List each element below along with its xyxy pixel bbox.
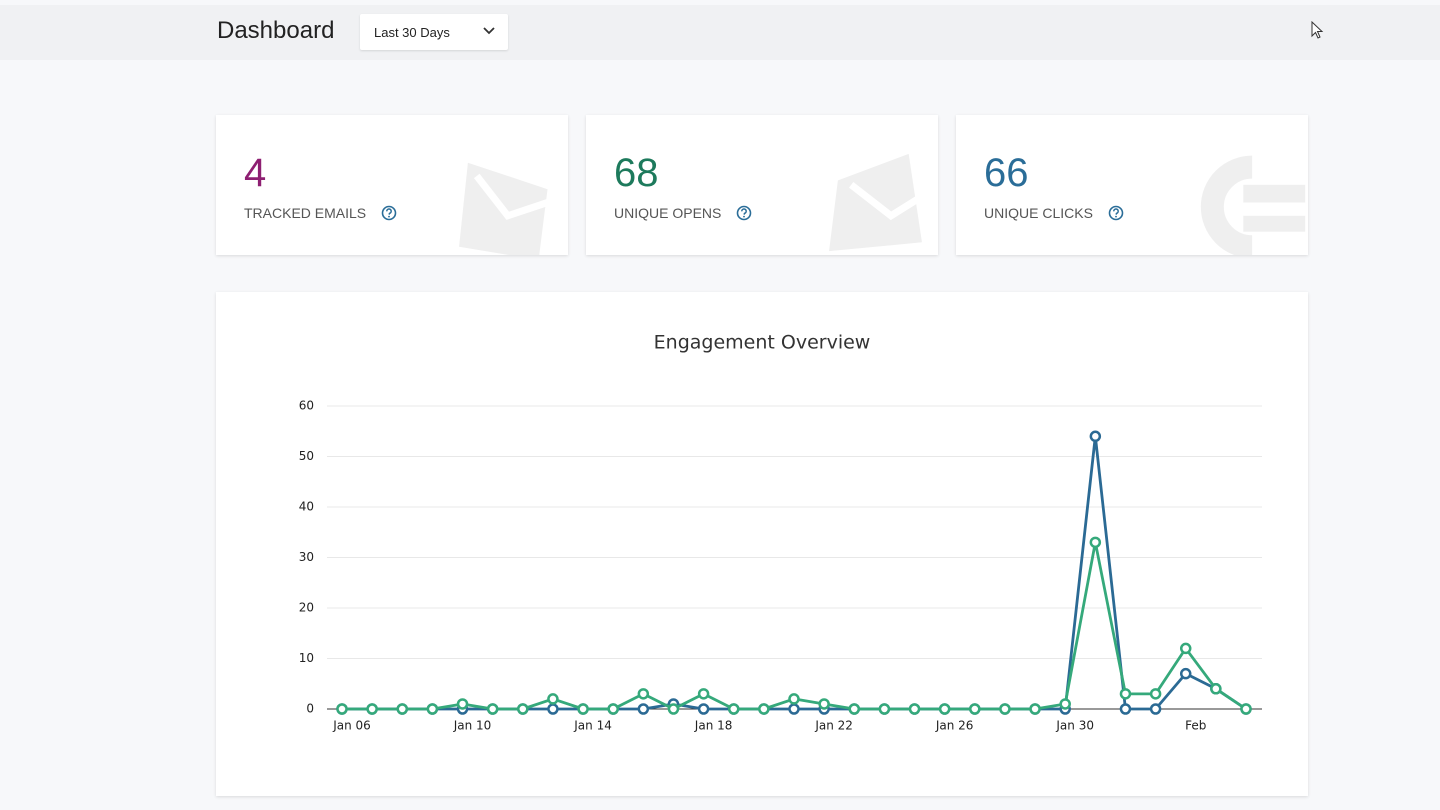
chevron-icon: [483, 27, 495, 35]
stat-label: TRACKED EMAILS: [244, 205, 367, 221]
x-tick-label: Jan 30: [1055, 719, 1094, 733]
data-point: [1089, 536, 1102, 549]
chart: Engagement Overview 0 10 20 30 40 50 60 Jan 06 J…: [299, 332, 1262, 733]
data-point: [758, 703, 770, 715]
data-point: [1179, 667, 1192, 680]
x-tick-label: Jan 26: [935, 719, 974, 733]
data-point: [547, 693, 559, 705]
data-point: [788, 703, 800, 715]
x-tick-label: Jan 14: [573, 719, 612, 733]
stat-card: 66 UNIQUE CLICKS: [956, 115, 1308, 255]
data-point: [1119, 703, 1132, 715]
y-tick-label: 20: [299, 601, 314, 615]
help-icon[interactable]: [736, 205, 752, 221]
data-point: [426, 703, 439, 715]
data-point: [547, 703, 559, 715]
series-line: [342, 434, 1247, 711]
stat-value: 68: [614, 151, 659, 195]
data-point: [908, 703, 921, 715]
y-tick-label: 10: [299, 651, 314, 665]
data-point: [727, 703, 740, 715]
data-point: [637, 703, 650, 715]
card-background-icon: [829, 153, 929, 252]
stat-label: UNIQUE OPENS: [614, 205, 722, 221]
y-tick-label: 50: [299, 449, 314, 463]
data-point: [456, 698, 469, 710]
x-tick-label: Jan 06: [332, 719, 371, 733]
x-tick-label: Feb: [1185, 719, 1206, 733]
data-point: [1029, 703, 1041, 715]
data-point: [336, 703, 348, 715]
data-point: [818, 698, 830, 710]
data-point: [667, 703, 680, 715]
data-point: [637, 688, 650, 700]
x-tick-label: Jan 18: [694, 719, 733, 733]
data-point: [517, 703, 529, 715]
data-point: [1210, 683, 1222, 695]
data-point: [848, 703, 861, 715]
data-point: [1059, 698, 1071, 710]
y-tick-label: 60: [299, 399, 314, 413]
date-range-dropdown[interactable]: Last 30 Days: [360, 14, 508, 50]
data-point: [1149, 703, 1162, 715]
data-point: [366, 703, 378, 715]
data-point: [697, 688, 710, 700]
card-background-icon: [1200, 155, 1306, 255]
card-background-icon: [459, 162, 549, 255]
help-icon[interactable]: [1108, 205, 1124, 221]
data-point: [878, 703, 891, 715]
data-point: [1089, 430, 1102, 443]
data-point: [1240, 703, 1252, 715]
mouse-cursor: [1311, 21, 1324, 39]
y-tick-label: 30: [299, 550, 314, 564]
data-point: [607, 703, 619, 715]
help-icon[interactable]: [381, 205, 397, 221]
data-point: [486, 703, 499, 715]
data-point: [999, 703, 1011, 715]
stat-label: UNIQUE CLICKS: [984, 205, 1093, 221]
top-bar: [0, 5, 1440, 60]
data-point: [396, 703, 409, 715]
data-point: [1179, 642, 1192, 655]
data-point: [697, 703, 710, 715]
x-tick-label: Jan 22: [814, 719, 853, 733]
data-point: [938, 703, 951, 715]
chart-card: Engagement Overview 0 10 20 30 40 50 60 Jan 06 J…: [216, 292, 1308, 796]
y-tick-label: 40: [299, 500, 314, 514]
data-point: [577, 703, 589, 715]
data-point: [1119, 688, 1132, 700]
stat-card: 4 TRACKED EMAILS: [216, 115, 568, 255]
page-title: Dashboard: [217, 17, 335, 44]
data-point: [788, 693, 800, 705]
data-point: [969, 703, 981, 715]
data-point: [1149, 688, 1162, 700]
y-tick-label: 0: [306, 702, 314, 716]
chart-title: Engagement Overview: [654, 332, 871, 354]
dropdown-label: Last 30 Days: [374, 25, 450, 40]
stat-value: 4: [244, 151, 267, 195]
stat-value: 66: [984, 151, 1029, 195]
stat-card: 68 UNIQUE OPENS: [586, 115, 938, 255]
x-tick-label: Jan 10: [453, 719, 492, 733]
